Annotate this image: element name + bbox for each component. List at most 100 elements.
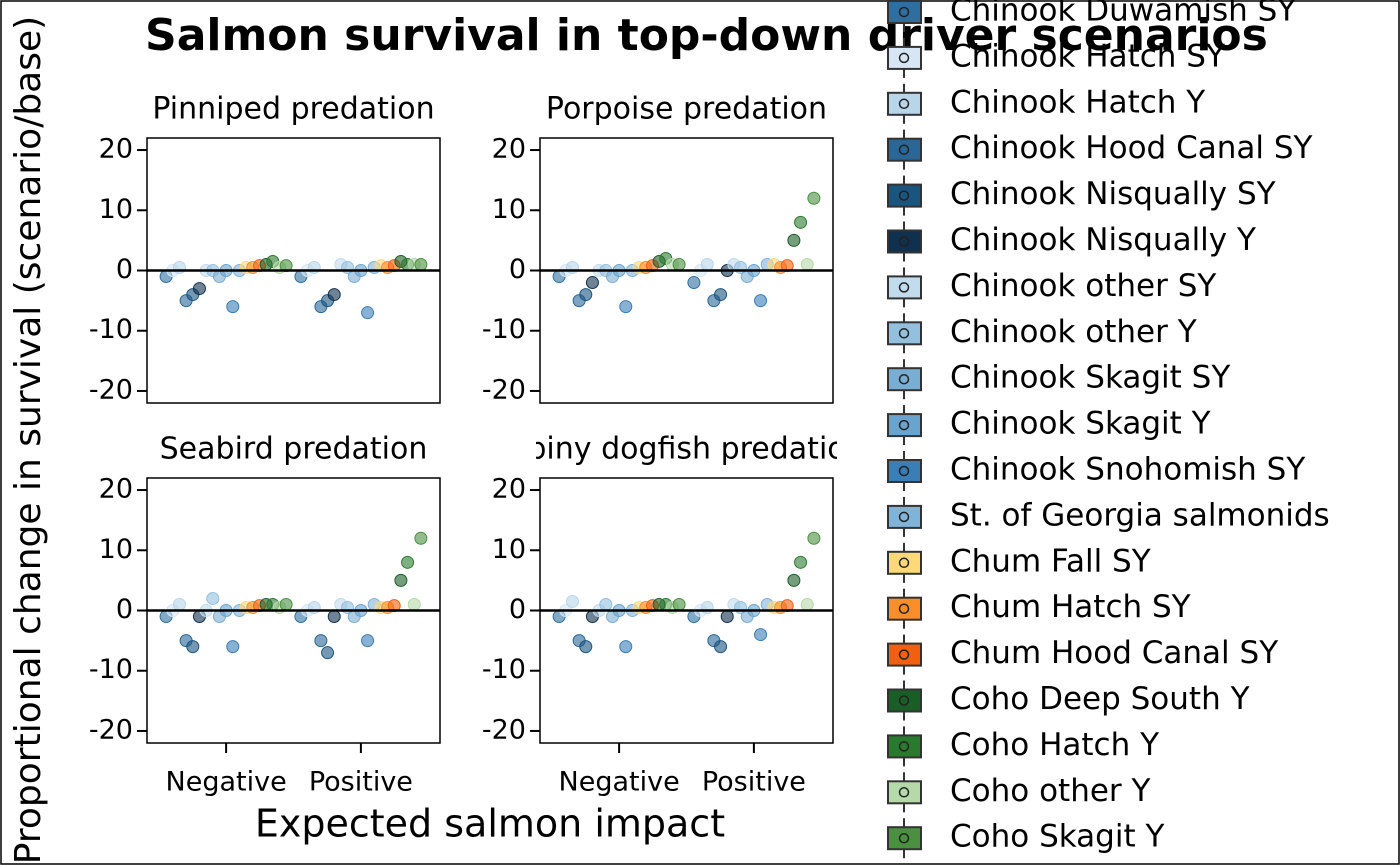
point bbox=[754, 294, 768, 308]
panel-title: Porpoise predation bbox=[546, 92, 827, 127]
legend-label: Coho Deep South Y bbox=[950, 681, 1250, 717]
point bbox=[672, 597, 686, 611]
point bbox=[394, 573, 408, 587]
point bbox=[714, 288, 728, 302]
legend-dot bbox=[898, 419, 910, 431]
y-tick-label: 20 bbox=[99, 474, 133, 505]
point bbox=[321, 646, 335, 660]
point bbox=[314, 634, 328, 648]
legend-dot bbox=[898, 52, 910, 64]
x-tick-label: Negative bbox=[559, 767, 680, 798]
point bbox=[700, 257, 714, 271]
y-tick-label: 10 bbox=[99, 194, 133, 225]
panel-title: Pinniped predation bbox=[152, 92, 434, 127]
panel-title-box: Spiny dogfish predation bbox=[508, 432, 864, 467]
y-tick-label: 0 bbox=[116, 594, 133, 625]
x-tick-label: Negative bbox=[166, 767, 287, 798]
legend-label: Chum Hatch SY bbox=[950, 589, 1191, 625]
legend-dot bbox=[898, 832, 910, 844]
point bbox=[585, 276, 599, 290]
point bbox=[226, 640, 240, 654]
legend-dot bbox=[898, 603, 910, 614]
y-tick-label: -20 bbox=[482, 374, 526, 405]
point bbox=[192, 282, 206, 296]
y-tick-label: -10 bbox=[89, 314, 133, 345]
legend-dot bbox=[898, 190, 910, 201]
legend-dot bbox=[898, 98, 910, 110]
legend-dot bbox=[898, 465, 910, 477]
point bbox=[172, 597, 186, 611]
panel-frame bbox=[146, 477, 441, 744]
y-tick-label: 0 bbox=[509, 254, 526, 285]
legend-dot bbox=[898, 741, 910, 752]
y-tick-label: 0 bbox=[116, 254, 133, 285]
legend-dot bbox=[898, 6, 910, 18]
point bbox=[754, 628, 768, 642]
legend-label: Chinook other SY bbox=[950, 268, 1216, 304]
point bbox=[807, 191, 821, 205]
point bbox=[414, 531, 428, 545]
legend-label: Chinook Hatch Y bbox=[950, 84, 1205, 120]
legend-dot bbox=[898, 557, 910, 569]
y-tick-label: -10 bbox=[89, 654, 133, 685]
point bbox=[720, 610, 734, 624]
panel-title: Spiny dogfish predation bbox=[508, 432, 864, 467]
y-tick-label: -20 bbox=[482, 714, 526, 745]
legend-label: Chinook Hatch SY bbox=[950, 38, 1225, 74]
point bbox=[226, 300, 240, 314]
legend-dot bbox=[898, 282, 910, 293]
y-tick-label: -20 bbox=[89, 714, 133, 745]
point bbox=[714, 640, 728, 654]
legend-label: St. of Georgia salmonids bbox=[950, 497, 1330, 533]
panel-title: Seabird predation bbox=[160, 432, 428, 467]
chart-title: Salmon survival in top-down driver scena… bbox=[145, 10, 1268, 61]
point bbox=[794, 215, 808, 229]
legend-label: Chinook other Y bbox=[950, 314, 1197, 350]
legend-label: Chinook Skagit SY bbox=[950, 360, 1230, 396]
panel-frame bbox=[539, 137, 834, 404]
point bbox=[599, 597, 613, 611]
legend-label: Chinook Hood Canal SY bbox=[950, 130, 1312, 166]
legend-dot bbox=[898, 144, 910, 155]
point bbox=[186, 640, 200, 654]
point bbox=[787, 573, 801, 587]
y-tick-label: -20 bbox=[89, 374, 133, 405]
panel-title-box: Seabird predation bbox=[160, 432, 428, 467]
y-tick-label: -10 bbox=[482, 314, 526, 345]
point bbox=[672, 257, 686, 271]
legend-label: Chinook Duwamish SY bbox=[950, 0, 1296, 29]
x-tick-label: Positive bbox=[702, 767, 806, 798]
legend-label: Coho other Y bbox=[950, 773, 1151, 809]
point bbox=[619, 300, 633, 314]
point bbox=[206, 591, 220, 605]
x-tick-label: Positive bbox=[309, 767, 413, 798]
legend-dot bbox=[898, 328, 910, 339]
legend-dot bbox=[898, 649, 910, 660]
legend-dot bbox=[898, 373, 910, 385]
point bbox=[787, 233, 801, 247]
panel-title-box: Pinniped predation bbox=[152, 92, 434, 127]
point bbox=[361, 306, 375, 320]
point bbox=[327, 288, 341, 302]
legend-label: Chinook Skagit Y bbox=[950, 406, 1211, 442]
y-tick-label: 20 bbox=[492, 474, 526, 505]
legend-dot bbox=[898, 511, 910, 523]
legend-label: Chinook Nisqually Y bbox=[950, 222, 1256, 258]
legend-label: Chinook Nisqually SY bbox=[950, 176, 1276, 212]
point bbox=[687, 276, 701, 290]
panel-title-box: Porpoise predation bbox=[546, 92, 827, 127]
panel-frame bbox=[539, 477, 834, 744]
legend-label: Coho Hatch Y bbox=[950, 727, 1159, 763]
point bbox=[565, 594, 579, 608]
point bbox=[279, 597, 293, 611]
y-tick-label: 0 bbox=[509, 594, 526, 625]
point bbox=[407, 597, 421, 611]
point bbox=[800, 257, 814, 271]
point bbox=[800, 597, 814, 611]
point bbox=[579, 288, 593, 302]
point bbox=[401, 555, 415, 569]
y-tick-label: -10 bbox=[482, 654, 526, 685]
point bbox=[619, 640, 633, 654]
